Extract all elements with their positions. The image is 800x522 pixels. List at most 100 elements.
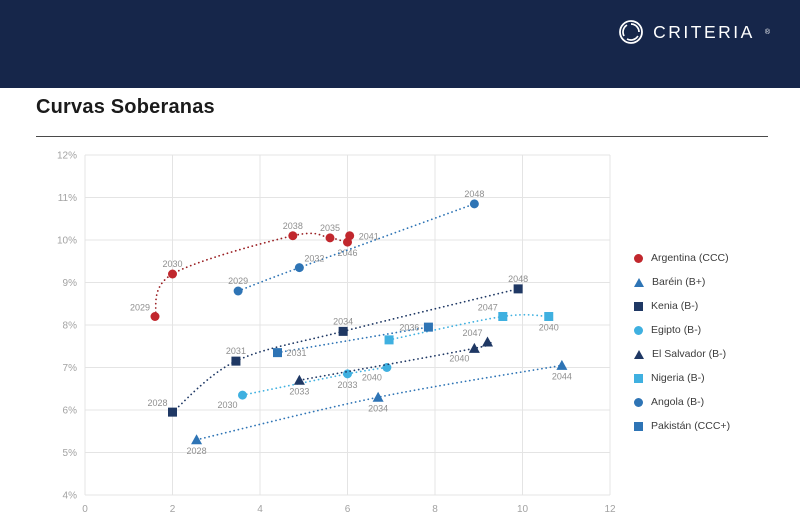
point-year-label: 2034 [333,316,353,326]
x-tick-label: 8 [432,504,438,515]
point-year-label: 2048 [464,189,484,199]
data-point-circle [343,237,352,247]
legend-marker-circle-icon [634,253,643,263]
legend-marker-square-icon [634,301,643,311]
y-tick-label: 8% [63,321,78,332]
data-point-triangle [556,359,568,370]
legend-label: Argentina (CCC) [651,252,729,264]
point-year-label: 2029 [130,303,150,313]
point-year-label: 2040 [449,353,469,363]
y-tick-label: 10% [57,236,77,247]
point-year-label: 2033 [337,380,357,390]
point-year-label: 2030 [217,400,237,410]
page-title: Curvas Soberanas [36,96,215,118]
legend-item: Angola (B-) [634,390,730,414]
point-year-label: 2030 [162,259,182,269]
y-tick-label: 5% [63,448,78,459]
title-divider [36,136,768,137]
chart-legend: Argentina (CCC) Baréin (B+) Kenia (B-) Egip… [634,246,730,438]
data-point-circle [288,231,298,241]
point-year-label: 2036 [399,323,419,333]
legend-label: El Salvador (B-) [652,348,727,360]
trend-line [298,341,493,382]
legend-item: Argentina (CCC) [634,246,730,270]
sovereign-curves-chart: 0 2 4 6 8 10 12 4% 5% 6% 7% 8% 9% 10% 11% 12% 2029 2030 20… [57,151,616,516]
point-year-label: 2047 [462,328,482,338]
point-year-label: 2032 [304,254,324,264]
y-tick-label: 11% [58,193,77,204]
point-year-label: 2034 [368,403,388,413]
legend-item: Kenia (B-) [634,294,730,318]
y-tick-label: 4% [63,491,78,502]
x-tick-label: 4 [257,504,263,515]
y-tick-label: 9% [63,278,78,289]
data-point-triangle [372,391,384,402]
data-point-triangle [293,374,305,385]
data-point-square [384,335,394,345]
legend-marker-circle-icon [634,325,643,335]
data-point-circle [469,199,479,209]
data-point-square [231,356,241,366]
point-year-label: 2029 [228,276,248,286]
point-year-label: 2047 [478,303,498,313]
data-point-circle [168,269,177,279]
x-tick-label: 2 [170,504,176,515]
report-area: Curvas Soberanas 0 2 4 6 8 10 12 4% 5% 6% 7% 8% 9% 10… [0,88,800,522]
legend-label: Baréin (B+) [652,276,706,288]
point-year-label: 2040 [539,323,559,333]
point-year-label: 2028 [187,446,207,456]
legend-marker-circle-icon [634,397,643,407]
point-year-label: 2048 [508,274,528,284]
criteria-logo-icon [619,20,644,44]
legend-marker-square-icon [634,373,643,383]
point-year-label: 2028 [147,398,167,408]
data-point-square [498,312,508,321]
data-point-triangle [191,434,203,445]
data-point-triangle [468,342,480,353]
legend-marker-square-icon [634,421,643,431]
point-year-label: 2046 [337,248,357,258]
legend-label: Egipto (B-) [651,324,702,336]
x-tick-label: 12 [604,504,616,515]
legend-marker-triangle-icon [634,277,644,287]
y-tick-label: 12% [57,151,77,162]
data-point-square [423,322,433,332]
brand-name: CRITERIA [653,21,755,42]
legend-label: Pakistán (CCC+) [651,420,731,432]
data-point-circle [238,390,247,400]
data-point-square [338,326,348,336]
data-point-circle [294,263,304,273]
trend-line [171,288,519,413]
legend-label: Kenia (B-) [651,300,699,312]
data-point-square [168,407,177,417]
point-year-label: 2040 [362,373,382,383]
point-year-label: 2033 [289,386,309,396]
registered-mark-icon: ® [764,28,770,36]
legend-item: Nigeria (B-) [634,366,730,390]
x-tick-label: 0 [82,504,88,515]
header-bar: CRITERIA ® [0,0,800,88]
point-year-label: 2041 [359,231,379,241]
data-point-circle [233,286,243,296]
data-point-triangle [482,336,493,347]
data-point-circle [325,233,335,243]
point-year-label: 2044 [552,371,572,381]
brand-logo: CRITERIA ® [618,19,770,45]
legend-label: Nigeria (B-) [651,372,705,384]
legend-item: El Salvador (B-) [634,342,730,366]
legend-marker-triangle-icon [634,349,644,359]
legend-item: Baréin (B+) [634,270,730,294]
y-tick-label: 6% [63,406,78,417]
point-year-label: 2031 [287,348,307,358]
data-point-square [273,348,282,358]
trend-line [237,203,476,292]
point-year-label: 2038 [283,221,303,231]
point-year-label: 2031 [226,346,246,356]
legend-item: Egipto (B-) [634,318,730,342]
data-point-square [513,284,523,294]
trend-line [154,232,351,318]
data-point-square [544,312,554,321]
data-point-circle [150,312,160,321]
x-tick-label: 10 [517,504,529,515]
